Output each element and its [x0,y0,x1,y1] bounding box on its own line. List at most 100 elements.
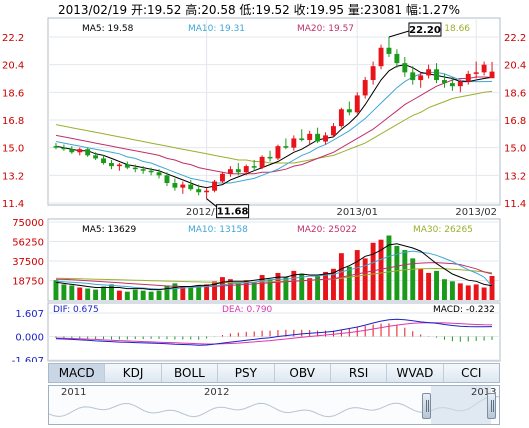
range-handle-left[interactable] [422,393,431,419]
time-range-overview: 2011 2012 2013 [48,385,500,425]
candle-body [93,155,99,159]
volume-bar [220,277,225,300]
volume-bar [378,239,384,300]
price-panel-frame [47,17,501,206]
candle-body [402,63,408,73]
volume-bar [212,281,217,300]
candle-body [465,73,471,82]
candle-body [267,156,273,159]
candle-body [394,53,400,64]
volume-bar [473,284,479,300]
dif-label: DIF: 0.675 [53,305,99,315]
volume-bar [362,258,368,300]
candle-body [362,80,368,96]
candle-body [109,163,114,167]
volume-bar [227,279,233,300]
volume-bar [402,250,408,300]
indicator-tab-bar: MACD KDJ BOLL PSY OBV RSI WVAD CCI [48,363,500,383]
price-candles [53,37,495,199]
candle-body [307,133,313,140]
candle-body [148,170,154,173]
macd-y-ticks: 1.607 0.000 -1.607 [12,309,44,362]
volume-bar [481,287,487,300]
price-ma-legend: MA5: 19.58 MA10: 19.31 MA20: 19.57 MA30: 18… [82,24,470,34]
low-flag-box [216,204,250,219]
volume-bar [164,285,170,300]
volume-ma-legend-item: MA30: 26265 [413,225,473,235]
overview-label-2013: 2013 [471,387,497,398]
price-y-tick-right: 20.4 [504,61,526,72]
price-x-tick: 2012/12 [186,207,228,218]
candle-body [101,158,106,164]
overview-label-2011: 2011 [61,387,87,398]
tab-psy[interactable]: PSY [218,364,275,382]
candle-body [235,169,241,173]
tab-macd[interactable]: MACD [49,364,106,382]
volume-ma-legend: MA5: 13629 MA10: 13158 MA20: 25022 MA30: 26… [82,225,473,235]
candle-body [251,166,257,168]
volume-bar [259,275,265,300]
volume-bar [204,284,210,300]
volume-bar [53,280,59,300]
candle-body [156,172,162,176]
volume-ma-legend-item: MA5: 13629 [82,225,136,235]
tab-rsi[interactable]: RSI [331,364,388,382]
volume-bar [85,288,91,300]
range-handle-right[interactable] [487,393,496,419]
candle-body [61,147,67,150]
candle-body [426,69,432,76]
candle-body [481,64,487,73]
volume-bar [394,245,400,300]
macd-y-tick: 0.000 [15,333,44,344]
price-x-tick: 2013/02 [455,207,497,218]
volume-bar [418,268,424,300]
tab-obv[interactable]: OBV [275,364,331,382]
price-y-tick-left: 22.2 [2,33,24,44]
tab-kdj[interactable]: KDJ [105,364,162,382]
candle-body [370,66,376,81]
macd-label: MACD: -0.232 [433,305,495,315]
tab-cci[interactable]: CCI [461,366,482,380]
candle-body [116,164,122,167]
tab-wvad[interactable]: WVAD [387,364,444,382]
volume-bar [243,280,249,300]
volume-bar [434,270,439,300]
candle-body [196,189,202,193]
candle-body [132,167,138,170]
low-flag-label: 11.68 [217,207,249,218]
candle-body [378,47,384,67]
volume-bar [180,286,186,300]
volume-bar [457,283,463,300]
candle-body [85,149,91,156]
high-flag-line [388,30,410,38]
candle-body [346,109,352,113]
volume-bar [69,285,75,300]
volume-y-tick: 37500 [12,257,44,268]
tab-boll[interactable]: BOLL [162,364,219,382]
volume-bar [196,285,202,300]
macd-histogram [55,323,493,342]
volume-y-tick: 56250 [12,238,44,249]
price-y-tick-left: 16.8 [2,116,24,127]
overview-label-2012: 2012 [204,387,230,398]
candle-body [434,69,439,81]
volume-bar [77,287,83,300]
price-y-tick-left: 13.2 [2,171,24,182]
overview-sparkline [49,386,499,424]
high-flag-box [408,22,442,37]
volume-ma-lines [55,243,493,291]
candle-body [53,146,59,148]
price-y-ticks: 22.2 22.2 20.4 20.4 18.6 18.6 16.8 16.8 15.0 15.0… [2,33,526,210]
macd-lines [55,318,493,346]
volume-ma-legend-item: MA20: 25022 [297,225,357,235]
volume-ma5-line [55,243,493,291]
price-ma-legend-item: MA20: 19.57 [297,24,354,34]
price-ma10-line [55,71,493,184]
volume-bar [235,283,241,300]
price-high-low-flags: 22.20 11.68 [206,22,442,219]
volume-bar [426,272,432,300]
price-ma-legend-item: MA5: 19.58 [82,24,134,34]
candle-body [299,138,305,140]
volume-bar [315,276,321,300]
candle-body [259,156,265,168]
